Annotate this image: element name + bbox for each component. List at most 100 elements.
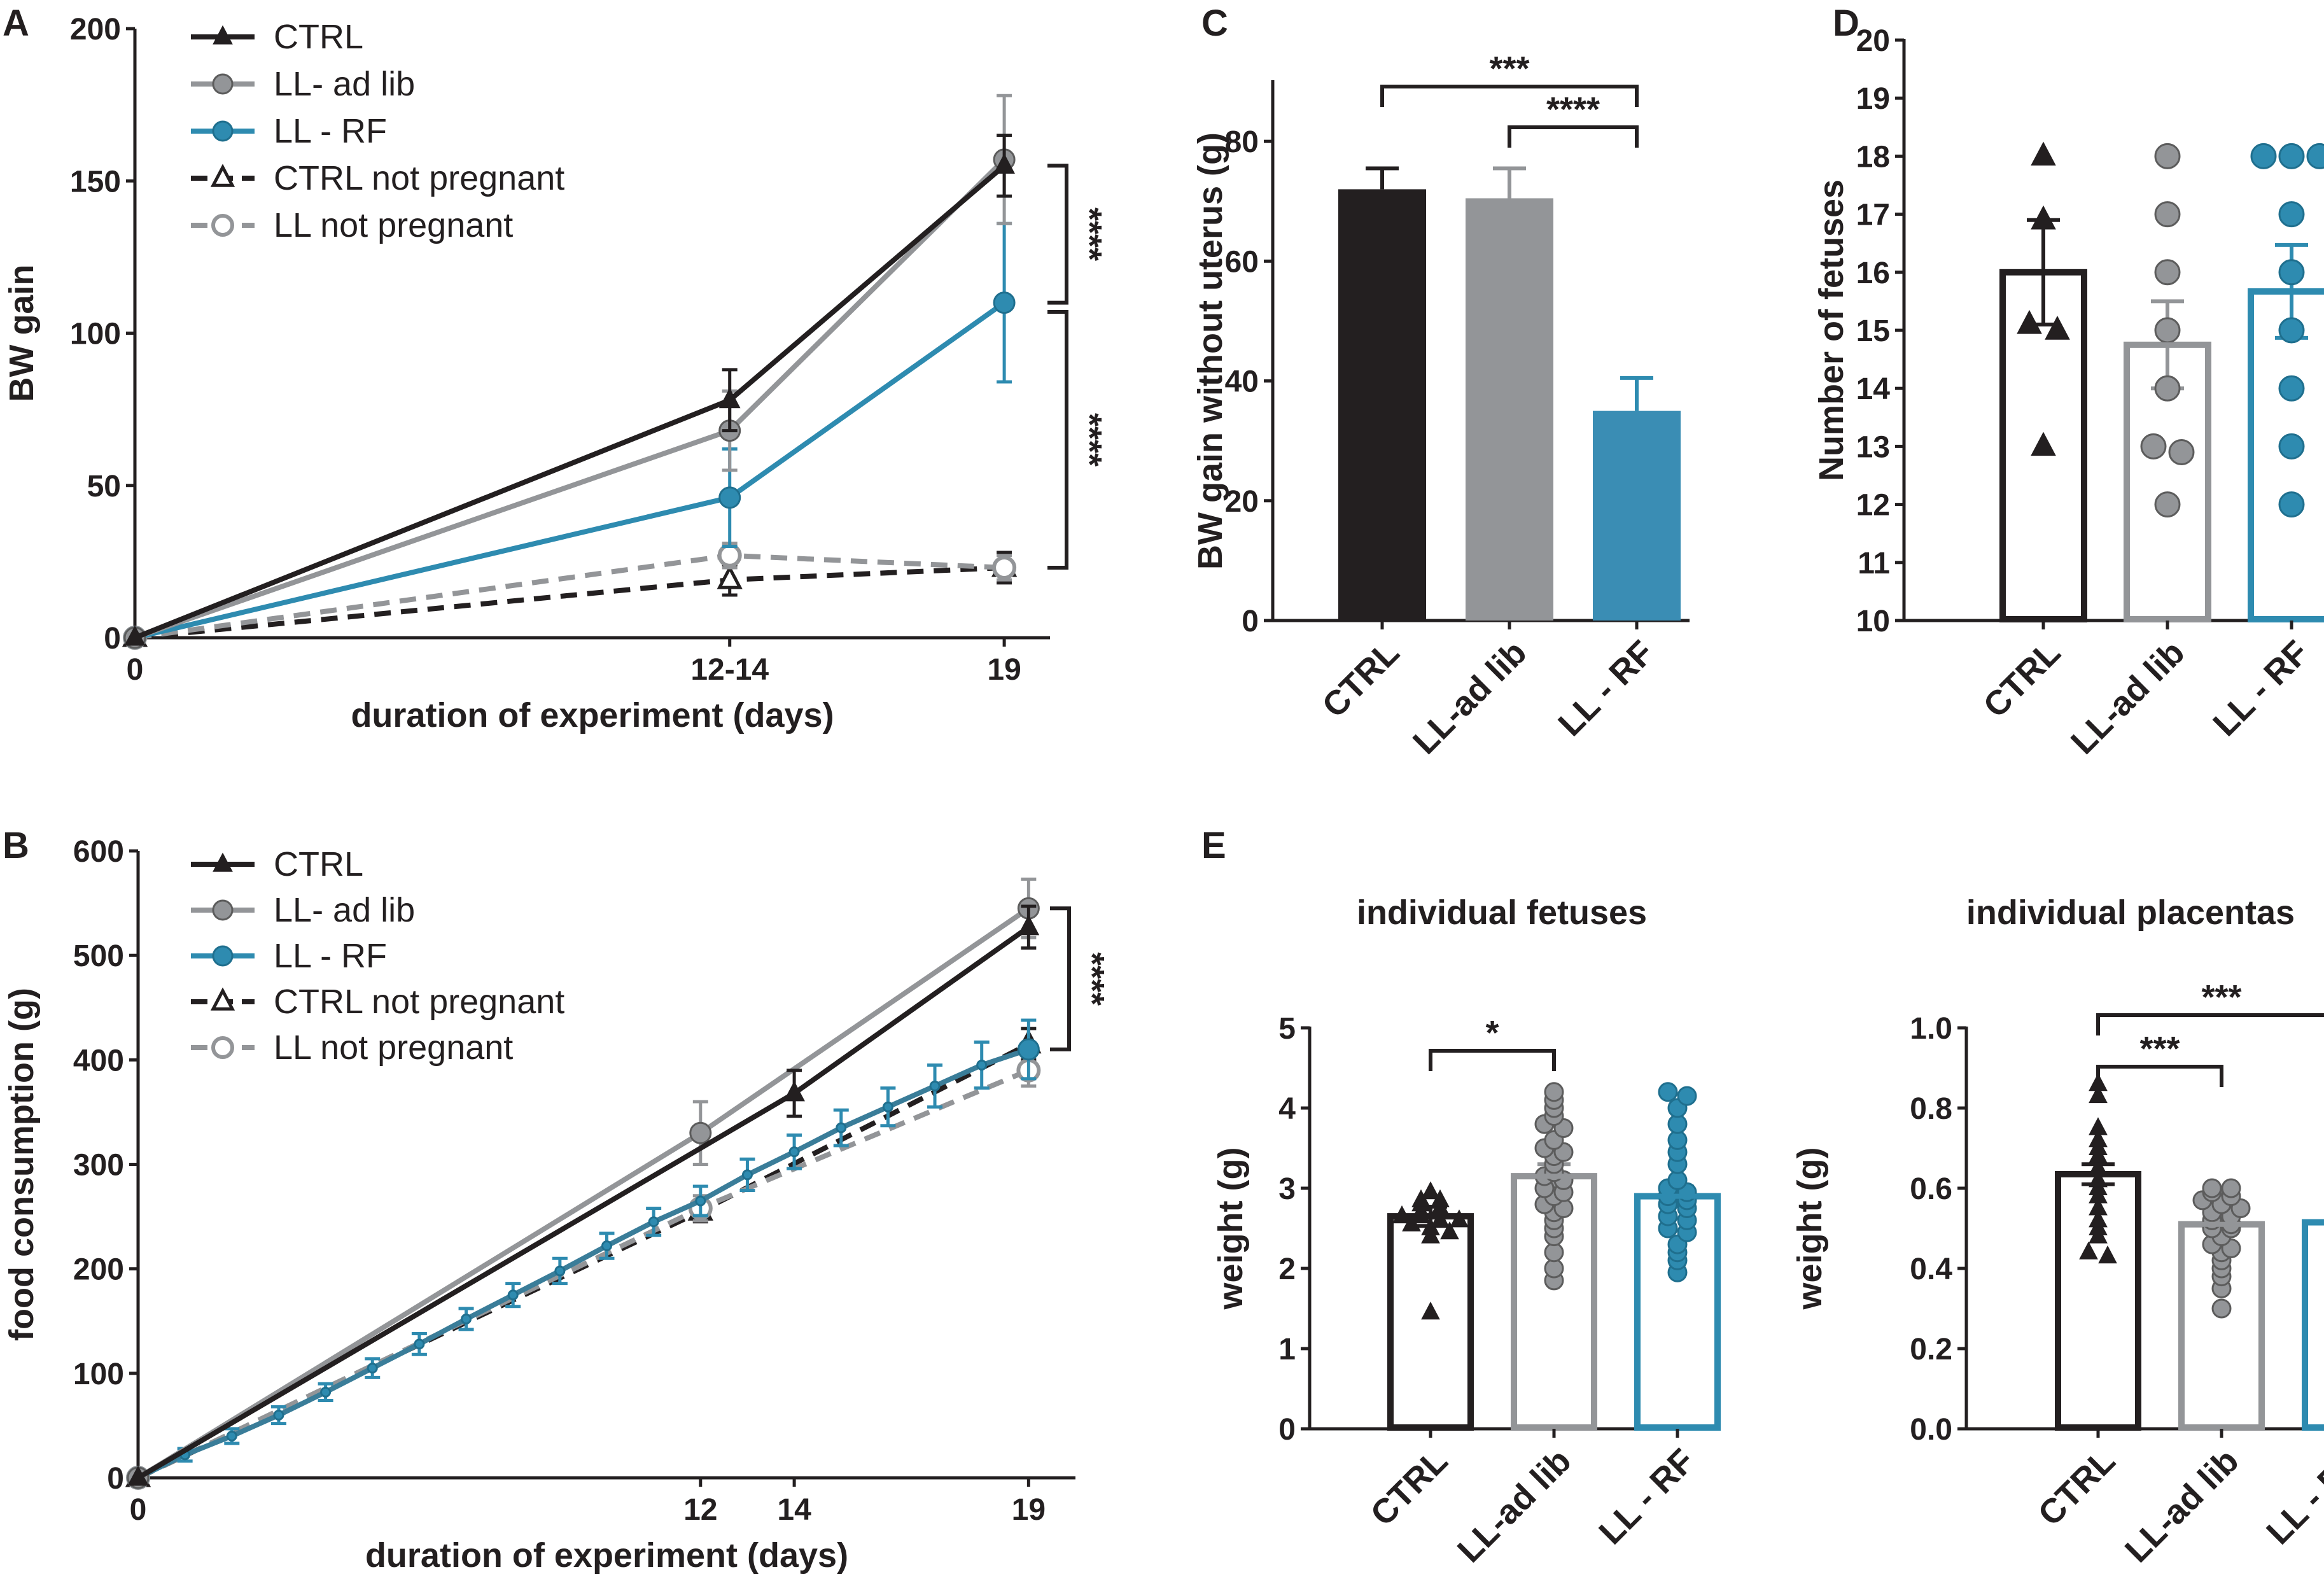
y-tick-label: 50 (87, 470, 121, 503)
sig-bracket (1050, 906, 1071, 1051)
sig-placenta-rf-bracket (2096, 1013, 2324, 1035)
panel-d: D 10 11 12 13 14 15 16 17 18 19 20 Number of fetuses… (1812, 3, 2324, 762)
y-axis-label: weight (g) (1212, 1147, 1250, 1310)
bar (2302, 1219, 2324, 1431)
x-tick-label: LL-ad lib (1450, 1442, 1579, 1570)
y-tick-label: 300 (73, 1149, 124, 1182)
y-tick-label: 600 (73, 835, 124, 869)
panel-letter: D (1833, 3, 1859, 44)
data-point (1440, 1221, 1459, 1240)
data-point (2045, 316, 2070, 340)
data-point (2154, 143, 2181, 169)
series-ll-rf (127, 1018, 1040, 1489)
y-tick-label: 3 (1278, 1172, 1296, 1206)
legend-label: LL not pregnant (274, 1028, 513, 1067)
series-line (134, 164, 1006, 640)
y-tick-label: 1 (1278, 1333, 1296, 1366)
y-tick-label: 500 (73, 939, 124, 973)
series-ctrl (127, 904, 1040, 1486)
x-tick-label: 12 (683, 1493, 717, 1527)
data-point (124, 625, 146, 646)
sig-placenta-adlib-label: *** (2139, 1030, 2180, 1068)
sig-placenta-adlib-bracket (2096, 1065, 2223, 1087)
error-bar (1414, 1204, 1447, 1228)
legend-label: LL- ad lib (274, 891, 415, 929)
data-point (2278, 317, 2305, 344)
legend: CTRL LL- ad lib LL - RF CTRL not pregnant LL… (191, 845, 564, 1067)
data-point (127, 1465, 149, 1486)
y-tick-label: 20 (1856, 24, 1890, 58)
data-point (882, 1101, 893, 1112)
data-point (2154, 375, 2181, 402)
sig-adlib-rf-label: **** (1546, 90, 1600, 129)
data-point (2089, 1129, 2108, 1147)
data-point (2154, 201, 2181, 228)
sig-lower-bracket (1047, 310, 1068, 570)
y-tick-label: 0.0 (1910, 1413, 1952, 1447)
sig-ctrl-rf-label: *** (1489, 50, 1529, 88)
y-tick-label: 15 (1856, 314, 1890, 348)
y-tick-label: 13 (1856, 430, 1890, 464)
data-point (976, 1060, 988, 1071)
data-point (2211, 1298, 2232, 1319)
legend-label: LL not pregnant (274, 206, 513, 244)
panel-letter: A (3, 3, 29, 44)
y-tick-label: 400 (73, 1044, 124, 1077)
y-axis-label: BW gain (3, 265, 41, 402)
data-point (1544, 1082, 1564, 1102)
x-tick-label: 19 (987, 653, 1021, 687)
legend: CTRL LL- ad lib LL - RF CTRL not pregnant LL… (191, 18, 564, 244)
y-tick-label: 80 (1225, 125, 1259, 159)
series-line (136, 906, 1030, 1480)
x-tick-label: LL-ad lib (2064, 633, 2192, 762)
x-tick-label: LL - RF (2259, 1442, 2324, 1552)
panel-b: B 0 100 200 300 400 500 600 0 12 14 19 duration of e… (3, 825, 1111, 1575)
legend-marker (213, 852, 233, 872)
data-point (788, 1146, 800, 1158)
data-point (718, 486, 741, 509)
sig-upper-bracket (1047, 164, 1068, 305)
data-point (695, 1195, 706, 1207)
bar (1387, 1213, 1474, 1431)
y-axis-label: weight (g) (1791, 1147, 1829, 1310)
y-tick-label: 0 (1242, 605, 1259, 638)
y-tick-label: 18 (1856, 140, 1890, 174)
data-point (601, 1240, 612, 1252)
data-point (2154, 259, 2181, 286)
y-tick-label: 1.0 (1910, 1012, 1952, 1046)
y-tick-label: 10 (1856, 605, 1890, 638)
series-line (134, 157, 1006, 640)
y-tick-label: 17 (1856, 199, 1890, 232)
data-point (2089, 1084, 2108, 1104)
y-tick-label: 12 (1856, 489, 1890, 523)
data-point (2250, 143, 2277, 169)
data-point (992, 555, 1017, 580)
x-tick-label: 19 (1012, 1493, 1046, 1527)
y-tick-label: 16 (1856, 256, 1890, 290)
legend-marker (213, 25, 233, 45)
legend-marker (210, 164, 235, 187)
legend-label: LL- ad lib (274, 65, 415, 103)
data-point (320, 1386, 332, 1398)
sig-fetus-bracket (1429, 1049, 1556, 1071)
x-tick-label: 0 (127, 653, 144, 687)
data-point (1018, 915, 1040, 936)
data-point (993, 291, 1016, 314)
data-point (273, 1410, 284, 1421)
x-tick-label: LL - RF (1592, 1442, 1702, 1552)
bar (1593, 411, 1681, 621)
sig-label: **** (1073, 952, 1111, 1006)
x-axis-label: duration of experiment (days) (351, 696, 834, 734)
y-tick-label: 19 (1856, 82, 1890, 116)
y-tick-label: 60 (1225, 245, 1259, 279)
sig-fetus-label: * (1485, 1014, 1499, 1052)
legend-label: LL - RF (274, 112, 387, 150)
y-tick-label: 150 (70, 165, 121, 199)
data-point (2168, 439, 2195, 466)
data-point (1421, 1302, 1440, 1320)
panel-title: individual fetuses (1357, 894, 1647, 932)
data-point (836, 1122, 847, 1133)
series-line (137, 1047, 1030, 1480)
data-point (717, 543, 742, 568)
